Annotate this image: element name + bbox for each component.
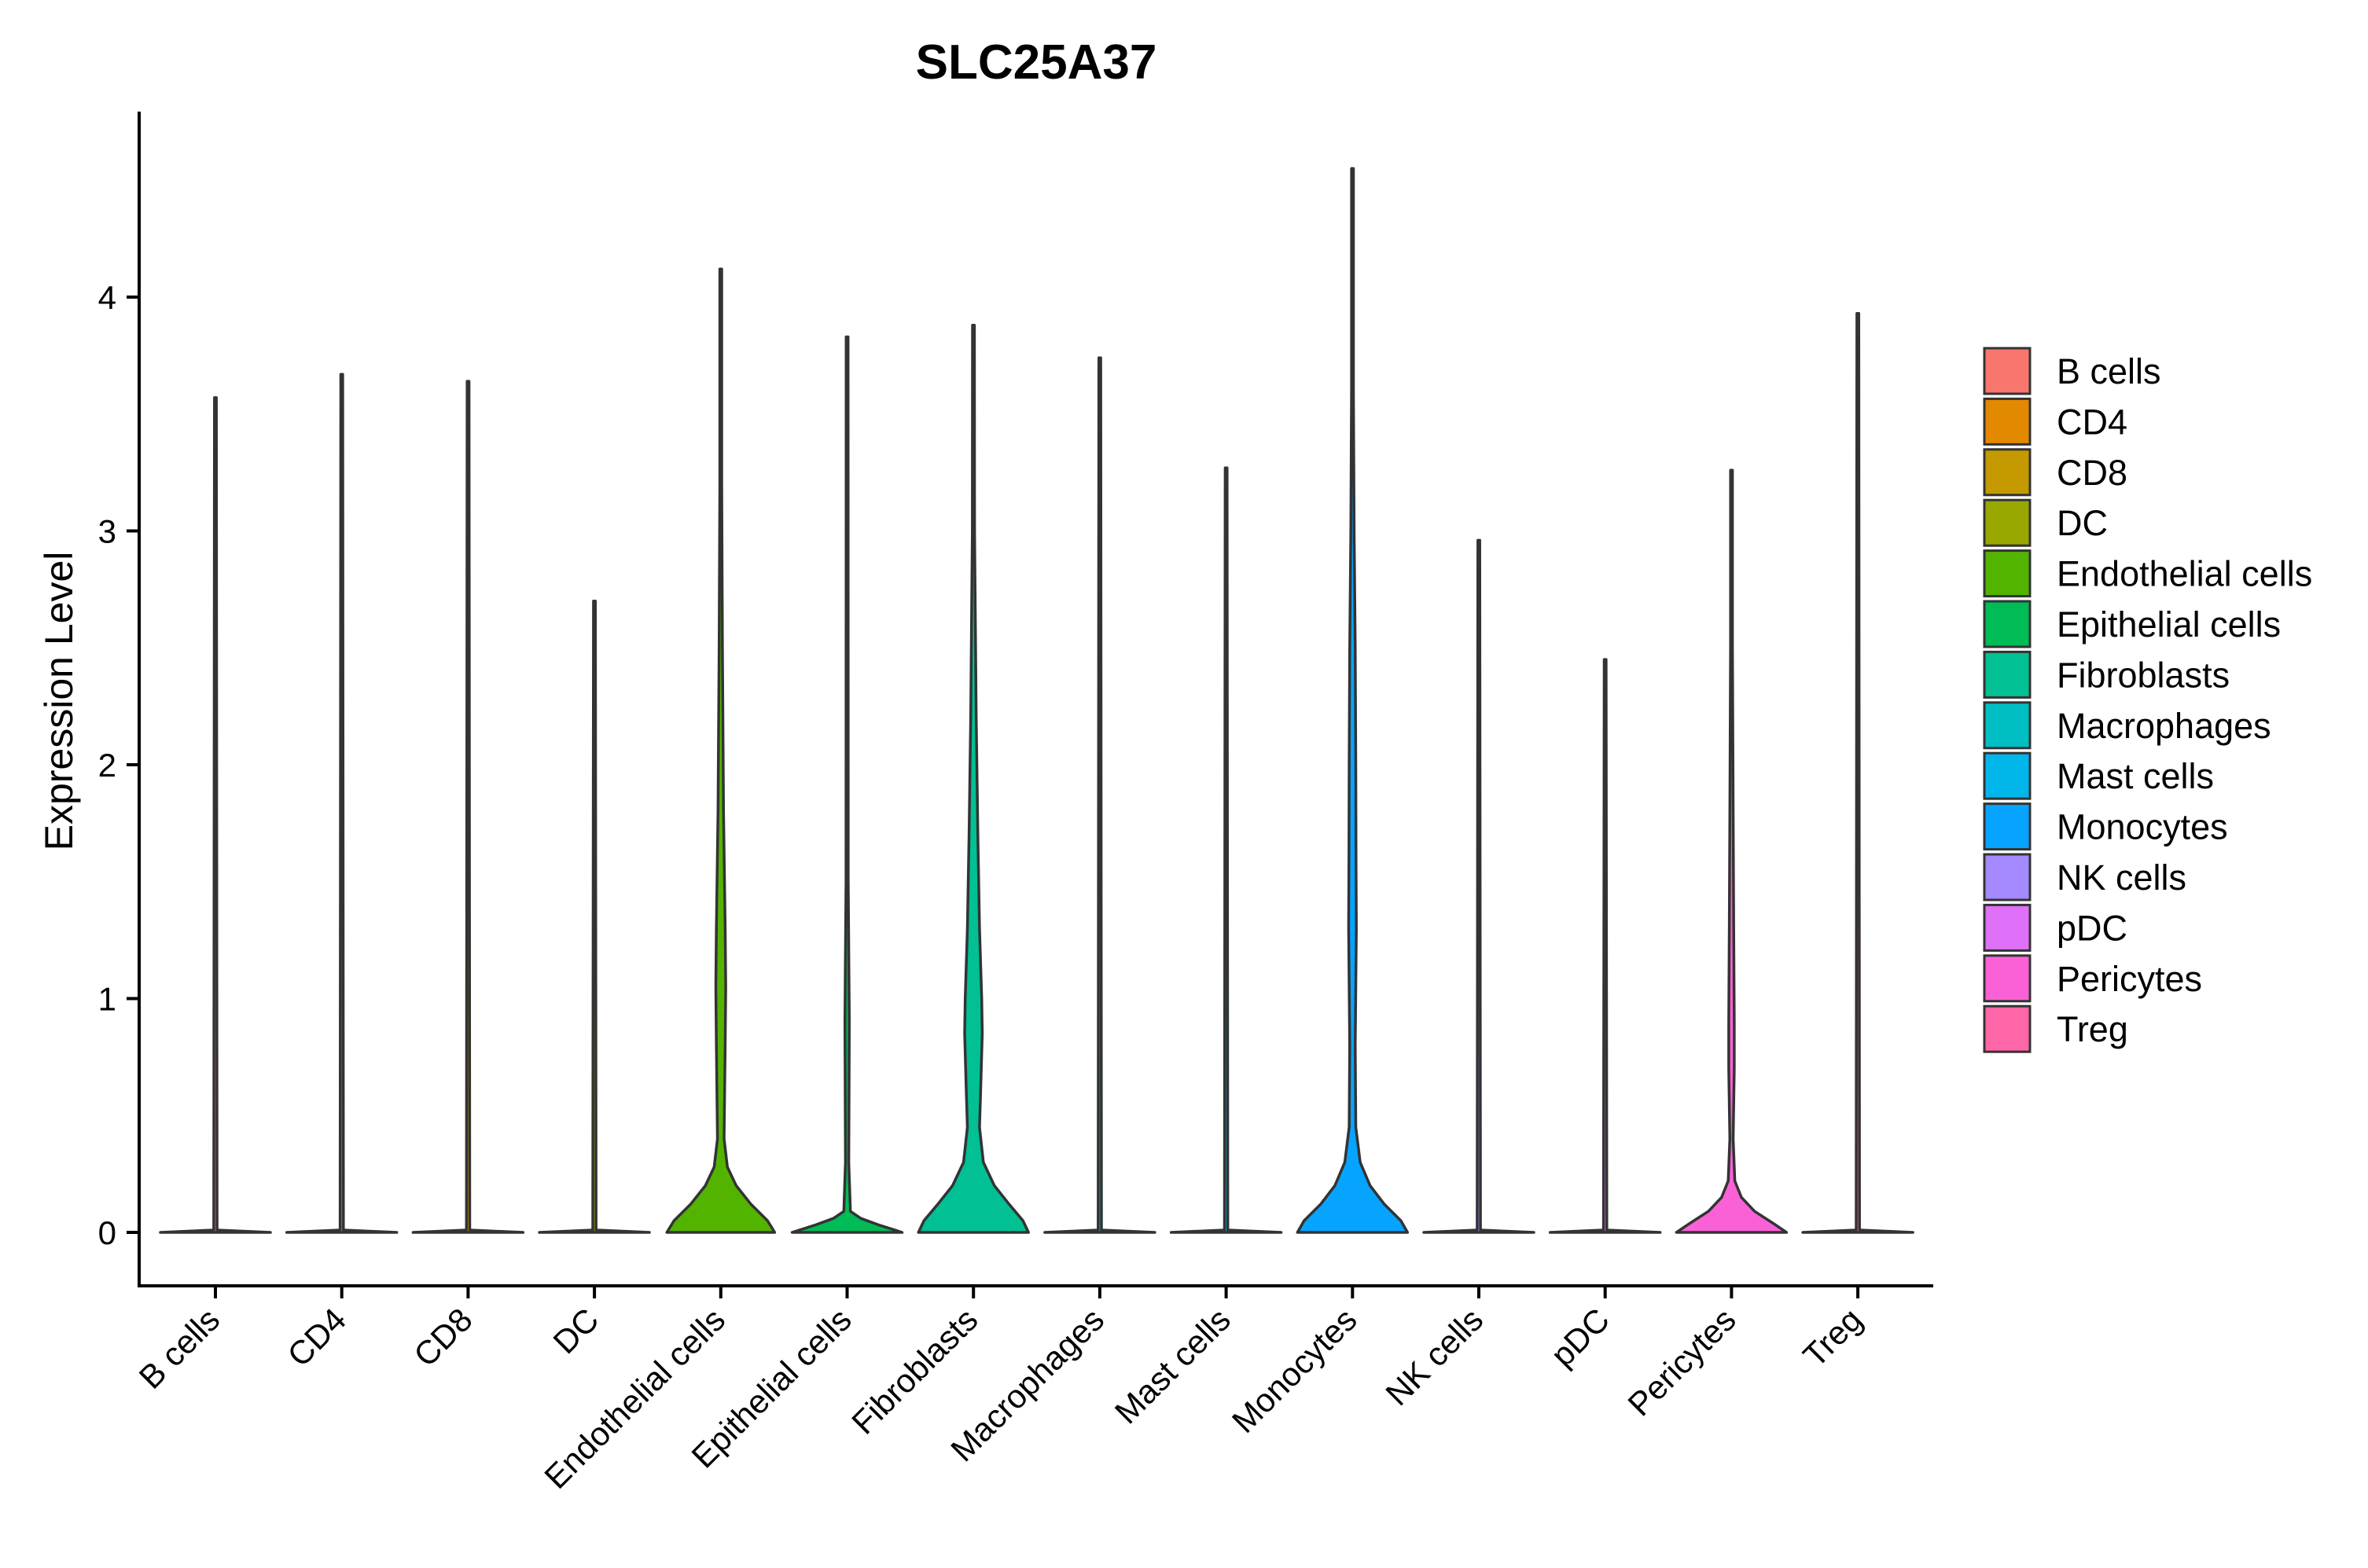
legend-swatch	[1983, 853, 2032, 902]
violin-nk-cells	[1422, 538, 1535, 1234]
violin-pdc	[1548, 658, 1662, 1234]
violin-monocytes	[1296, 167, 1410, 1234]
legend-swatch	[1983, 448, 2032, 497]
legend-label: Pericytes	[2057, 959, 2202, 999]
violins-group	[159, 167, 1914, 1234]
y-axis-ticks: 0 1 2 3 4	[98, 279, 139, 1251]
legend-swatch	[1983, 701, 2032, 750]
legend-label: Macrophages	[2057, 706, 2271, 746]
violin-dc	[538, 600, 651, 1234]
legend-label: Treg	[2057, 1009, 2128, 1049]
legend-label: CD4	[2057, 402, 2127, 442]
legend-swatch	[1983, 802, 2032, 851]
y-tick-label: 1	[98, 981, 116, 1018]
x-tick-label: CD8	[406, 1301, 480, 1374]
legend-label: B cells	[2057, 351, 2161, 391]
x-tick-label: B cells	[132, 1301, 227, 1396]
violin-macrophages	[1043, 356, 1156, 1234]
violin-endothelial-cells	[665, 267, 777, 1234]
violin-cd4	[285, 373, 399, 1234]
legend-label: Endothelial cells	[2057, 554, 2312, 594]
legend-label: CD8	[2057, 453, 2127, 493]
legend: B cells CD4 CD8 DC Endothelial cells Epitheli…	[1983, 347, 2312, 1053]
y-tick-label: 3	[98, 513, 116, 550]
violin-cd8	[411, 380, 525, 1234]
y-tick-label: 4	[98, 279, 116, 316]
legend-swatch	[1983, 347, 2032, 395]
violin-pericytes	[1675, 468, 1789, 1234]
x-tick-label: pDC	[1543, 1301, 1616, 1374]
legend-label: Fibroblasts	[2057, 655, 2230, 695]
legend-label: Mast cells	[2057, 756, 2214, 796]
y-tick-label: 0	[98, 1214, 116, 1251]
violin-epithelial-cells	[790, 335, 904, 1234]
legend-label: DC	[2057, 503, 2108, 543]
legend-label: Monocytes	[2057, 807, 2228, 847]
legend-swatch	[1983, 751, 2032, 800]
legend-swatch	[1983, 600, 2032, 648]
violin-treg	[1801, 312, 1914, 1234]
legend-swatch	[1983, 1004, 2032, 1053]
legend-swatch	[1983, 903, 2032, 952]
violin-b-cells	[159, 396, 272, 1234]
legend-swatch	[1983, 954, 2032, 1003]
legend-label: NK cells	[2057, 857, 2186, 898]
legend-swatch	[1983, 650, 2032, 699]
x-tick-label: DC	[546, 1301, 605, 1361]
y-tick-label: 2	[98, 747, 116, 784]
x-tick-label: Treg	[1796, 1301, 1869, 1374]
legend-label: pDC	[2057, 908, 2127, 948]
chart-title: SLC25A37	[916, 35, 1157, 90]
legend-label: Epithelial cells	[2057, 604, 2281, 644]
x-tick-label: Mast cells	[1108, 1301, 1237, 1430]
x-tick-label: CD4	[280, 1301, 353, 1374]
legend-swatch	[1983, 549, 2032, 598]
x-tick-label: Monocytes	[1225, 1301, 1364, 1440]
violin-fibroblasts	[917, 323, 1030, 1234]
legend-swatch	[1983, 498, 2032, 547]
x-tick-label: Fibroblasts	[844, 1301, 984, 1441]
x-tick-label: Pericytes	[1620, 1301, 1742, 1423]
violin-mast-cells	[1169, 466, 1283, 1234]
x-tick-label: NK cells	[1378, 1301, 1490, 1412]
legend-swatch	[1983, 397, 2032, 446]
y-axis-label: Expression Level	[37, 552, 81, 851]
